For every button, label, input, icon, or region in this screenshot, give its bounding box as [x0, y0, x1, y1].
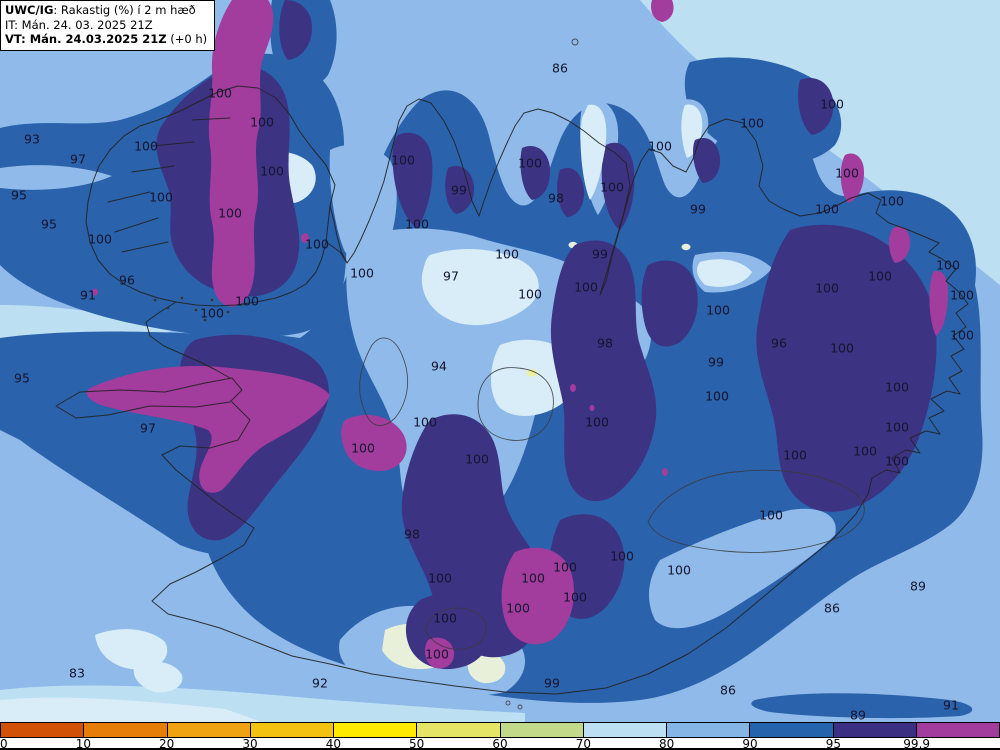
- colorbar-tick-label: 90: [742, 737, 758, 750]
- colorbar-cell: [0, 723, 85, 737]
- island-vestmannaeyjar-1: [505, 700, 511, 706]
- colorbar-cell: [250, 723, 334, 737]
- colorbar-cell: [84, 723, 168, 737]
- colorbar-tick-label: 10: [75, 737, 91, 750]
- myrdalsjokull-outline: [424, 607, 487, 650]
- colorbar-cell: [417, 723, 501, 737]
- colorbar-cell: [500, 723, 584, 737]
- colorbar-tick-label: 30: [242, 737, 258, 750]
- colorbar-area: 0 10 20 30 40 50 60 70 80 90 95 99.9: [0, 722, 1000, 750]
- colorbar-cell: [583, 723, 667, 737]
- island-vestmannaeyjar-2: [517, 704, 523, 710]
- colorbar-ticks: 0 10 20 30 40 50 60 70 80 90 95 99.9: [0, 737, 1000, 750]
- hofsjokull-outline: [477, 367, 554, 441]
- colorbar-tick-label: 70: [575, 737, 591, 750]
- init-time: IT: Mán. 24. 03. 2025 21Z: [5, 17, 153, 32]
- humidity-map: [0, 0, 1000, 722]
- colorbar-tick-label: 0: [0, 737, 8, 750]
- colorbar-tick-label: 80: [659, 737, 675, 750]
- colorbar-cell: [334, 723, 418, 737]
- island-grimsey: [571, 38, 579, 46]
- colorbar-tick-label: 95: [825, 737, 841, 750]
- colorbar-cell: [750, 723, 834, 737]
- colorbar-cell: [667, 723, 751, 737]
- colorbar-tick-label: 99.9: [903, 737, 931, 750]
- humidity-field-svg: [0, 0, 1000, 722]
- vatnajokull-outline: [647, 469, 865, 553]
- colorbar-tick-label: 20: [159, 737, 175, 750]
- ocean-pale-band: [0, 697, 262, 722]
- colorbar-tick-label: 40: [325, 737, 341, 750]
- colorbar-tick-label: 50: [409, 737, 425, 750]
- breidafjordur-skerries: [153, 296, 246, 322]
- field-999-plus: [86, 0, 948, 669]
- product-title: UWC/IG: Rakastig (%) í 2 m hæð: [5, 3, 196, 17]
- map-header-box: UWC/IG: Rakastig (%) í 2 m hæð IT: Mán. …: [0, 0, 216, 51]
- colorbar-tick-label: 60: [492, 737, 508, 750]
- colorbar-cell: [833, 723, 917, 737]
- glacier-outlines: [359, 38, 865, 710]
- valid-time: VT: Mán. 24.03.2025 21Z (+0 h): [5, 32, 208, 46]
- colorbar-cell: [916, 723, 1000, 737]
- bottom-border: [0, 748, 1000, 750]
- yellow-spot: [526, 369, 538, 377]
- colorbar: [0, 722, 1000, 738]
- coastline: [55, 85, 969, 695]
- langjokull-outline: [359, 337, 408, 426]
- colorbar-cell: [167, 723, 251, 737]
